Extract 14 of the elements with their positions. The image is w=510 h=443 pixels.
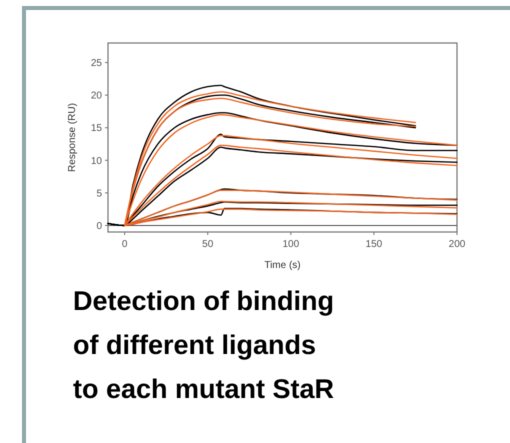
- x-tick-label: 0: [122, 239, 128, 250]
- x-tick-label: 150: [366, 239, 383, 250]
- y-tick-label: 20: [90, 90, 102, 102]
- text: Detection of binding of different ligands to each mutant StaR: [73, 286, 334, 404]
- x-tick-label: 200: [448, 239, 466, 250]
- y-tick-label: 5: [96, 188, 102, 200]
- x-tick-label: 50: [202, 239, 214, 250]
- y-tick-label: 10: [90, 156, 102, 167]
- y-tick-label: 15: [90, 123, 102, 134]
- y-axis-title: Response (RU): [67, 103, 78, 172]
- y-tick-label: 0: [96, 220, 102, 232]
- y-tick-label: 25: [90, 58, 102, 70]
- x-tick-label: 100: [282, 239, 300, 250]
- x-axis-title: Time (s): [264, 260, 301, 271]
